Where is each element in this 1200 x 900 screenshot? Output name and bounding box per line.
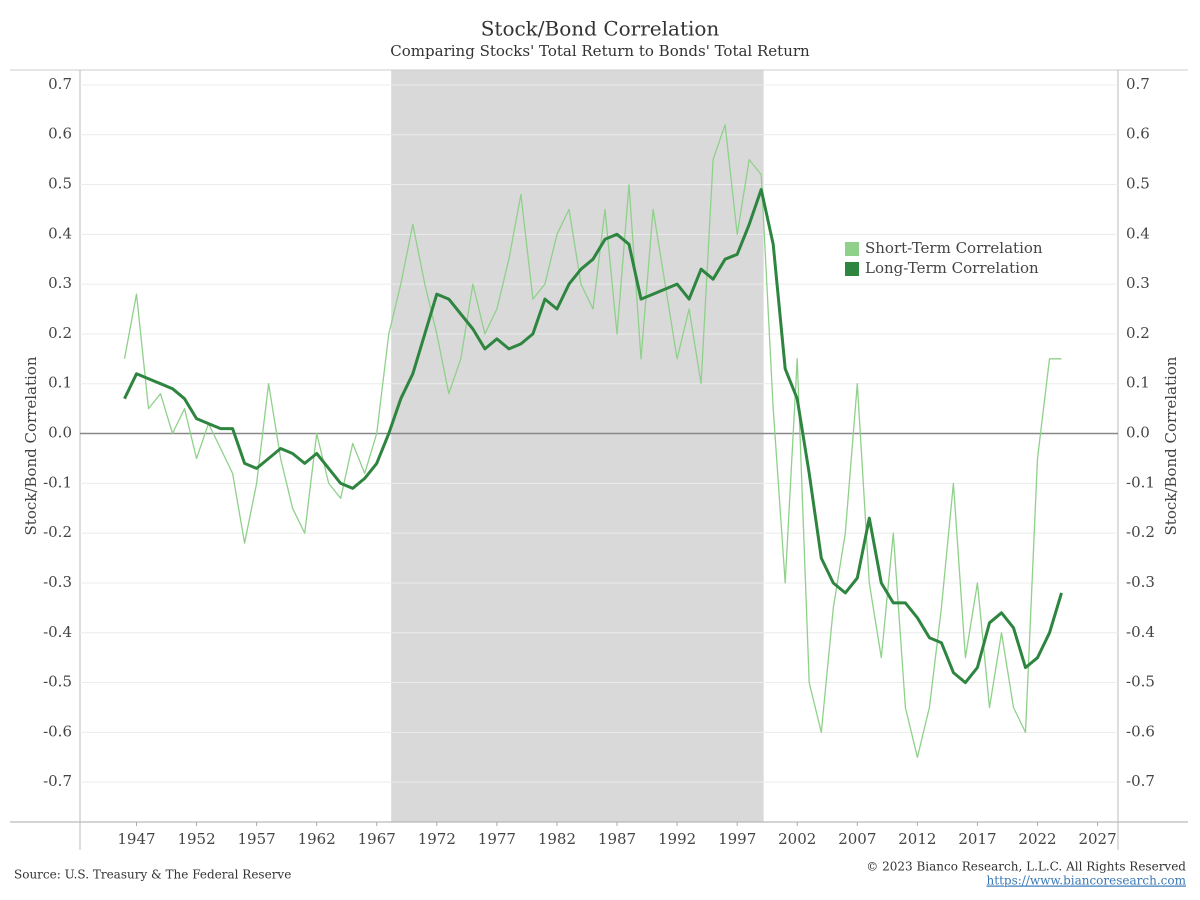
- y-tick-label: -0.4: [43, 623, 72, 641]
- x-tick-label: 1987: [598, 830, 636, 848]
- y2-tick-label: -0.6: [1126, 722, 1155, 740]
- copyright: © 2023 Bianco Research, L.L.C. All Right…: [866, 860, 1186, 874]
- chart-subtitle: Comparing Stocks' Total Return to Bonds'…: [390, 42, 810, 60]
- x-tick-label: 2007: [838, 830, 876, 848]
- y2-tick-label: -0.1: [1126, 473, 1155, 491]
- x-tick-label: 1952: [177, 830, 215, 848]
- y2-tick-label: 0.7: [1126, 75, 1150, 93]
- series-line: [123, 124, 1062, 758]
- y2-axis-label: Stock/Bond Correlation: [1162, 356, 1180, 535]
- source: Source: U.S. Treasury & The Federal Rese…: [14, 868, 291, 882]
- y2-tick-label: -0.7: [1126, 772, 1155, 790]
- x-tick-label: 2012: [898, 830, 936, 848]
- y2-tick-label: -0.3: [1126, 573, 1155, 591]
- legend-label: Long-Term Correlation: [865, 259, 1039, 277]
- x-tick-label: 1962: [298, 830, 336, 848]
- y2-tick-label: -0.5: [1126, 673, 1155, 691]
- y-tick-label: -0.1: [43, 473, 72, 491]
- y2-tick-label: 0.5: [1126, 175, 1150, 193]
- x-tick-label: 2017: [958, 830, 996, 848]
- y2-tick-label: 0.3: [1126, 274, 1150, 292]
- y-axis-label: Stock/Bond Correlation: [22, 356, 40, 535]
- y-tick-label: 0.5: [48, 175, 72, 193]
- x-tick-label: 1997: [718, 830, 756, 848]
- x-tick-label: 2027: [1078, 830, 1116, 848]
- legend-swatch: [845, 262, 859, 276]
- x-tick-label: 1977: [478, 830, 516, 848]
- y-tick-label: -0.5: [43, 673, 72, 691]
- x-tick-label: 2022: [1018, 830, 1056, 848]
- y-tick-label: 0.6: [48, 125, 72, 143]
- url[interactable]: https://www.biancoresearch.com: [987, 874, 1187, 888]
- y2-tick-label: 0.2: [1126, 324, 1150, 342]
- series-line: [123, 188, 1063, 685]
- chart-title: Stock/Bond Correlation: [481, 17, 720, 41]
- y-tick-label: 0.7: [48, 75, 72, 93]
- y-tick-label: 0.1: [48, 374, 72, 392]
- x-tick-label: 1947: [117, 830, 155, 848]
- x-tick-label: 1982: [538, 830, 576, 848]
- x-tick-label: 1957: [238, 830, 276, 848]
- y-tick-label: 0.0: [48, 424, 72, 442]
- y-tick-label: 0.3: [48, 274, 72, 292]
- y-tick-label: 0.4: [48, 224, 72, 242]
- y2-tick-label: -0.2: [1126, 523, 1155, 541]
- y-tick-label: -0.6: [43, 722, 72, 740]
- y2-tick-label: -0.4: [1126, 623, 1155, 641]
- x-tick-label: 1992: [658, 830, 696, 848]
- y-tick-label: -0.2: [43, 523, 72, 541]
- y2-tick-label: 0.4: [1126, 224, 1150, 242]
- x-tick-label: 1972: [418, 830, 456, 848]
- y2-tick-label: 0.6: [1126, 125, 1150, 143]
- y-tick-label: 0.2: [48, 324, 72, 342]
- x-tick-label: 2002: [778, 830, 816, 848]
- y-tick-label: -0.3: [43, 573, 72, 591]
- y2-tick-label: 0.0: [1126, 424, 1150, 442]
- y2-tick-label: 0.1: [1126, 374, 1150, 392]
- shaded-region: [391, 70, 764, 822]
- legend-swatch: [845, 242, 859, 256]
- legend-label: Short-Term Correlation: [865, 239, 1043, 257]
- y-tick-label: -0.7: [43, 772, 72, 790]
- x-tick-label: 1967: [358, 830, 396, 848]
